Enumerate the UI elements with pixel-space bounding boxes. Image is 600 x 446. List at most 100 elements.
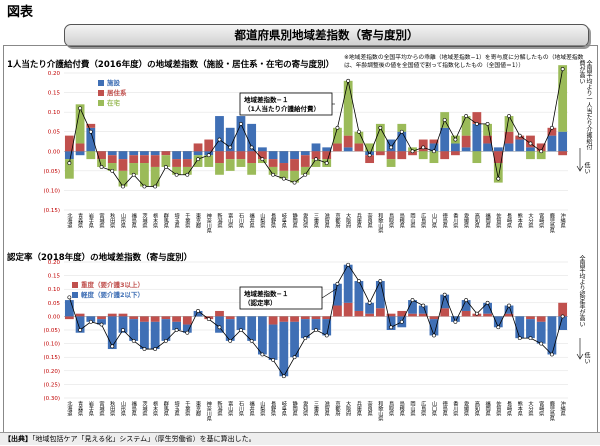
chart0-index-point bbox=[399, 129, 404, 134]
side-label-bottom-low: 低い bbox=[583, 352, 590, 364]
chart0-ytick: 0.10 bbox=[48, 110, 61, 116]
chart0-bar-在宅 bbox=[290, 170, 299, 183]
chart0-category-label: 滋賀県 bbox=[324, 212, 330, 230]
chart0-category-label: 富山県 bbox=[227, 212, 233, 230]
figure-label: 図表 bbox=[7, 5, 34, 20]
chart1-category-label: 兵庫県 bbox=[356, 400, 362, 418]
chart0-bar-施設 bbox=[547, 135, 557, 152]
chart1-index-point bbox=[78, 328, 82, 332]
chart0-callout-text: （1人当たり介護給付費） bbox=[244, 104, 320, 113]
chart0-bar-居住系 bbox=[75, 143, 85, 152]
chart0-category-label: 東京都 bbox=[195, 212, 201, 230]
chart1-bar-軽度（要介護2以下） bbox=[64, 300, 74, 317]
chart1-bar-軽度（要介護2以下） bbox=[150, 321, 160, 350]
chart1-bar-重度（要介護3以上） bbox=[440, 308, 450, 317]
chart1-index-point bbox=[378, 279, 383, 283]
chart1-bar-軽度（要介護2以下） bbox=[408, 300, 417, 314]
chart0-bar-施設 bbox=[236, 116, 246, 152]
chart1-bar-重度（要介護3以上） bbox=[386, 313, 396, 317]
chart0-bar-在宅 bbox=[300, 166, 310, 175]
chart1-index-point bbox=[217, 325, 222, 330]
chart1-category-label: 高知県 bbox=[474, 400, 480, 418]
chart0-category-label: 佐賀県 bbox=[495, 212, 501, 230]
chart1-bar-重度（要介護3以上） bbox=[483, 313, 492, 317]
chart0-category-label: 茨城県 bbox=[141, 212, 147, 230]
chart0-ytick: (0.15) bbox=[43, 208, 60, 214]
chart1-index-point bbox=[196, 309, 200, 313]
chart1-category-label: 愛媛県 bbox=[463, 400, 469, 418]
side-label-bottom-high: 全国平均より認定率が高い bbox=[578, 255, 585, 327]
chart0-bar-施設 bbox=[386, 139, 396, 152]
chart0-category-label: 岩手県 bbox=[88, 212, 94, 230]
chart0-index-point bbox=[453, 137, 458, 142]
chart1-bar-重度（要介護3以上） bbox=[140, 316, 149, 322]
chart0-category-label: 高知県 bbox=[474, 212, 480, 230]
chart1-bar-重度（要介護3以上） bbox=[97, 316, 106, 320]
chart0-index-point bbox=[517, 133, 522, 138]
chart0-category-label: 青森県 bbox=[77, 212, 83, 230]
chart1-category-label: 福岡県 bbox=[485, 400, 491, 418]
chart0-bar-施設 bbox=[440, 127, 450, 152]
chart0-bar-在宅 bbox=[129, 163, 139, 175]
chart1-category-label: 佐賀県 bbox=[495, 400, 501, 418]
chart0-bar-在宅 bbox=[236, 159, 246, 167]
chart0-bar-在宅 bbox=[333, 127, 342, 144]
chart0-bar-施設 bbox=[558, 131, 568, 152]
chart0-category-label: 三重県 bbox=[313, 213, 319, 230]
chart0-bar-施設 bbox=[215, 116, 224, 152]
chart1-bar-重度（要介護3以上） bbox=[504, 313, 514, 317]
chart0-category-label: 京都府 bbox=[334, 212, 340, 230]
chart0-category-label: 大分県 bbox=[527, 212, 533, 230]
chart1-legend-label: 重度（要介護3以上） bbox=[81, 280, 144, 289]
chart1-category-label: 滋賀県 bbox=[324, 400, 330, 418]
chart0-index-point bbox=[550, 125, 554, 130]
chart0-bar-在宅 bbox=[354, 131, 364, 144]
chart1-bar-軽度（要介護2以下） bbox=[107, 316, 117, 350]
chart1-bar-軽度（要介護2以下） bbox=[182, 324, 192, 333]
chart0-legend-label: 施設 bbox=[107, 78, 121, 87]
chart0-index-point bbox=[378, 125, 383, 130]
chart1-bar-重度（要介護3以上） bbox=[107, 313, 117, 317]
chart0-index-point bbox=[528, 141, 533, 146]
chart0-bar-居住系 bbox=[97, 151, 106, 160]
chart1-bar-重度（要介護3以上） bbox=[343, 302, 353, 317]
chart1-bar-軽度（要介護2以下） bbox=[268, 324, 278, 360]
chart1-category-label: 東京都 bbox=[195, 400, 201, 418]
chart0-bar-居住系 bbox=[440, 151, 450, 160]
chart1-category-label: 岡山県 bbox=[410, 401, 416, 418]
chart0-bar-施設 bbox=[172, 151, 181, 160]
chart0-legend-swatch bbox=[98, 90, 104, 96]
chart0-category-label: 宮城県 bbox=[98, 212, 104, 230]
chart1-category-label: 宮崎県 bbox=[538, 400, 544, 418]
chart0-ytick: 0.05 bbox=[48, 130, 61, 136]
chart1-ytick: (0.20) bbox=[43, 369, 60, 375]
chart1-bar-軽度（要介護2以下） bbox=[247, 316, 257, 341]
chart0-ytick: 0.15 bbox=[48, 91, 61, 97]
chart1-bar-軽度（要介護2以下） bbox=[504, 305, 514, 314]
chart1-category-label: 沖縄県 bbox=[559, 400, 565, 418]
chart1-category-label: 大阪府 bbox=[345, 400, 351, 418]
chart1-bar-重度（要介護3以上） bbox=[172, 316, 181, 322]
chart0-bar-在宅 bbox=[558, 65, 568, 132]
chart0-category-label: 北海道 bbox=[66, 212, 72, 230]
chart0-category-label: 栃木県 bbox=[152, 212, 158, 230]
chart1-bar-重度（要介護3以上） bbox=[75, 313, 85, 317]
chart1-bar-軽度（要介護2以下） bbox=[322, 319, 332, 336]
chart1-ytick: 0.15 bbox=[48, 274, 61, 280]
chart1-bar-重度（要介護3以上） bbox=[279, 316, 289, 322]
chart0-category-label: 愛知県 bbox=[302, 212, 308, 230]
chart0-bar-施設 bbox=[268, 151, 278, 160]
chart1-bar-軽度（要介護2以下） bbox=[386, 316, 396, 330]
chart0-bar-施設 bbox=[365, 151, 375, 156]
chart1-index-point bbox=[517, 336, 522, 341]
chart1-bar-重度（要介護3以上） bbox=[418, 313, 428, 317]
chart0-bar-居住系 bbox=[257, 151, 267, 160]
chart1-bar-重度（要介護3以上） bbox=[333, 305, 342, 317]
source-text: 「地域包括ケア「見える化」システム」（厚生労働省）を基に算出した。 bbox=[32, 435, 256, 443]
chart0-index-point bbox=[421, 145, 426, 150]
chart0-index-point bbox=[539, 149, 544, 154]
chart0-bar-居住系 bbox=[311, 151, 321, 160]
chart1-category-label: 青森県 bbox=[77, 400, 83, 418]
chart0-bar-居住系 bbox=[397, 151, 407, 160]
chart0-bar-在宅 bbox=[408, 147, 417, 152]
